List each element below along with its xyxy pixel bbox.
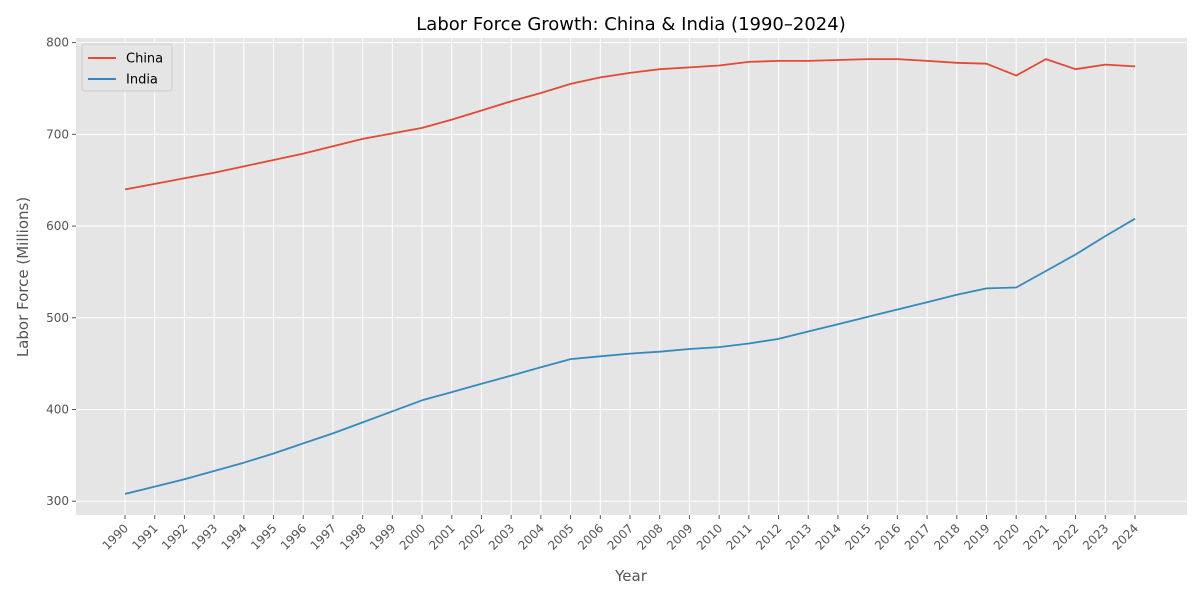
x-tick-label: 1998 xyxy=(337,521,368,552)
x-tick-label: 2008 xyxy=(634,521,665,552)
x-tick-label: 2006 xyxy=(575,521,606,552)
x-tick-label: 2000 xyxy=(397,521,428,552)
y-tick-label: 500 xyxy=(46,311,69,325)
series-lines xyxy=(124,58,1136,495)
x-tick-label: 1990 xyxy=(100,521,131,552)
x-tick-label: 2020 xyxy=(991,521,1022,552)
x-tick-label: 1999 xyxy=(367,521,398,552)
x-tick-label: 2010 xyxy=(694,521,725,552)
x-tick-label: 2024 xyxy=(1110,521,1141,552)
x-tick-label: 2022 xyxy=(1050,521,1081,552)
x-tick-label: 2004 xyxy=(516,521,547,552)
x-tick-label: 2016 xyxy=(872,521,903,552)
legend-label-india: India xyxy=(126,73,158,88)
chart-title: Labor Force Growth: China & India (1990–… xyxy=(416,14,845,35)
x-tick-label: 2014 xyxy=(813,521,844,552)
x-tick-label: 2023 xyxy=(1080,521,1111,552)
x-tick-label: 2011 xyxy=(723,521,754,552)
y-tick-label: 800 xyxy=(46,36,69,50)
y-axis-label: Labor Force (Millions) xyxy=(14,197,32,357)
x-tick-label: 2015 xyxy=(842,521,873,552)
legend: China India xyxy=(81,43,173,92)
x-tick-label: 2001 xyxy=(426,521,457,552)
x-tick-label: 1994 xyxy=(218,521,249,552)
y-tick-label: 400 xyxy=(46,403,69,417)
x-tick-label: 2013 xyxy=(783,521,814,552)
y-axis-ticks: 300 400 500 600 700 800 xyxy=(46,36,76,508)
y-tick-label: 300 xyxy=(46,494,69,508)
x-tick-label: 1995 xyxy=(248,521,279,552)
series-line-china xyxy=(124,58,1136,191)
x-tick-label: 1992 xyxy=(159,521,190,552)
x-tick-label: 2007 xyxy=(605,521,636,552)
y-tick-label: 600 xyxy=(46,219,69,233)
x-tick-label: 2017 xyxy=(902,521,933,552)
x-tick-label: 2019 xyxy=(961,521,992,552)
grid-lines xyxy=(76,38,1187,515)
x-tick-label: 1997 xyxy=(308,521,339,552)
x-tick-label: 2003 xyxy=(486,521,517,552)
x-tick-label: 2009 xyxy=(664,521,695,552)
x-tick-label: 1991 xyxy=(129,521,160,552)
x-tick-label: 1996 xyxy=(278,521,309,552)
series-line-india xyxy=(124,217,1136,495)
x-axis-ticks: 1990199119921993199419951996199719981999… xyxy=(100,515,1141,553)
x-tick-label: 2002 xyxy=(456,521,487,552)
x-tick-label: 2018 xyxy=(931,521,962,552)
y-tick-label: 700 xyxy=(46,127,69,141)
x-tick-label: 2005 xyxy=(545,521,576,552)
legend-label-china: China xyxy=(126,52,163,67)
x-tick-label: 2012 xyxy=(753,521,784,552)
x-tick-label: 1993 xyxy=(189,521,220,552)
x-tick-label: 2021 xyxy=(1021,521,1052,552)
plot-background xyxy=(76,38,1187,515)
x-axis-label: Year xyxy=(614,567,648,585)
